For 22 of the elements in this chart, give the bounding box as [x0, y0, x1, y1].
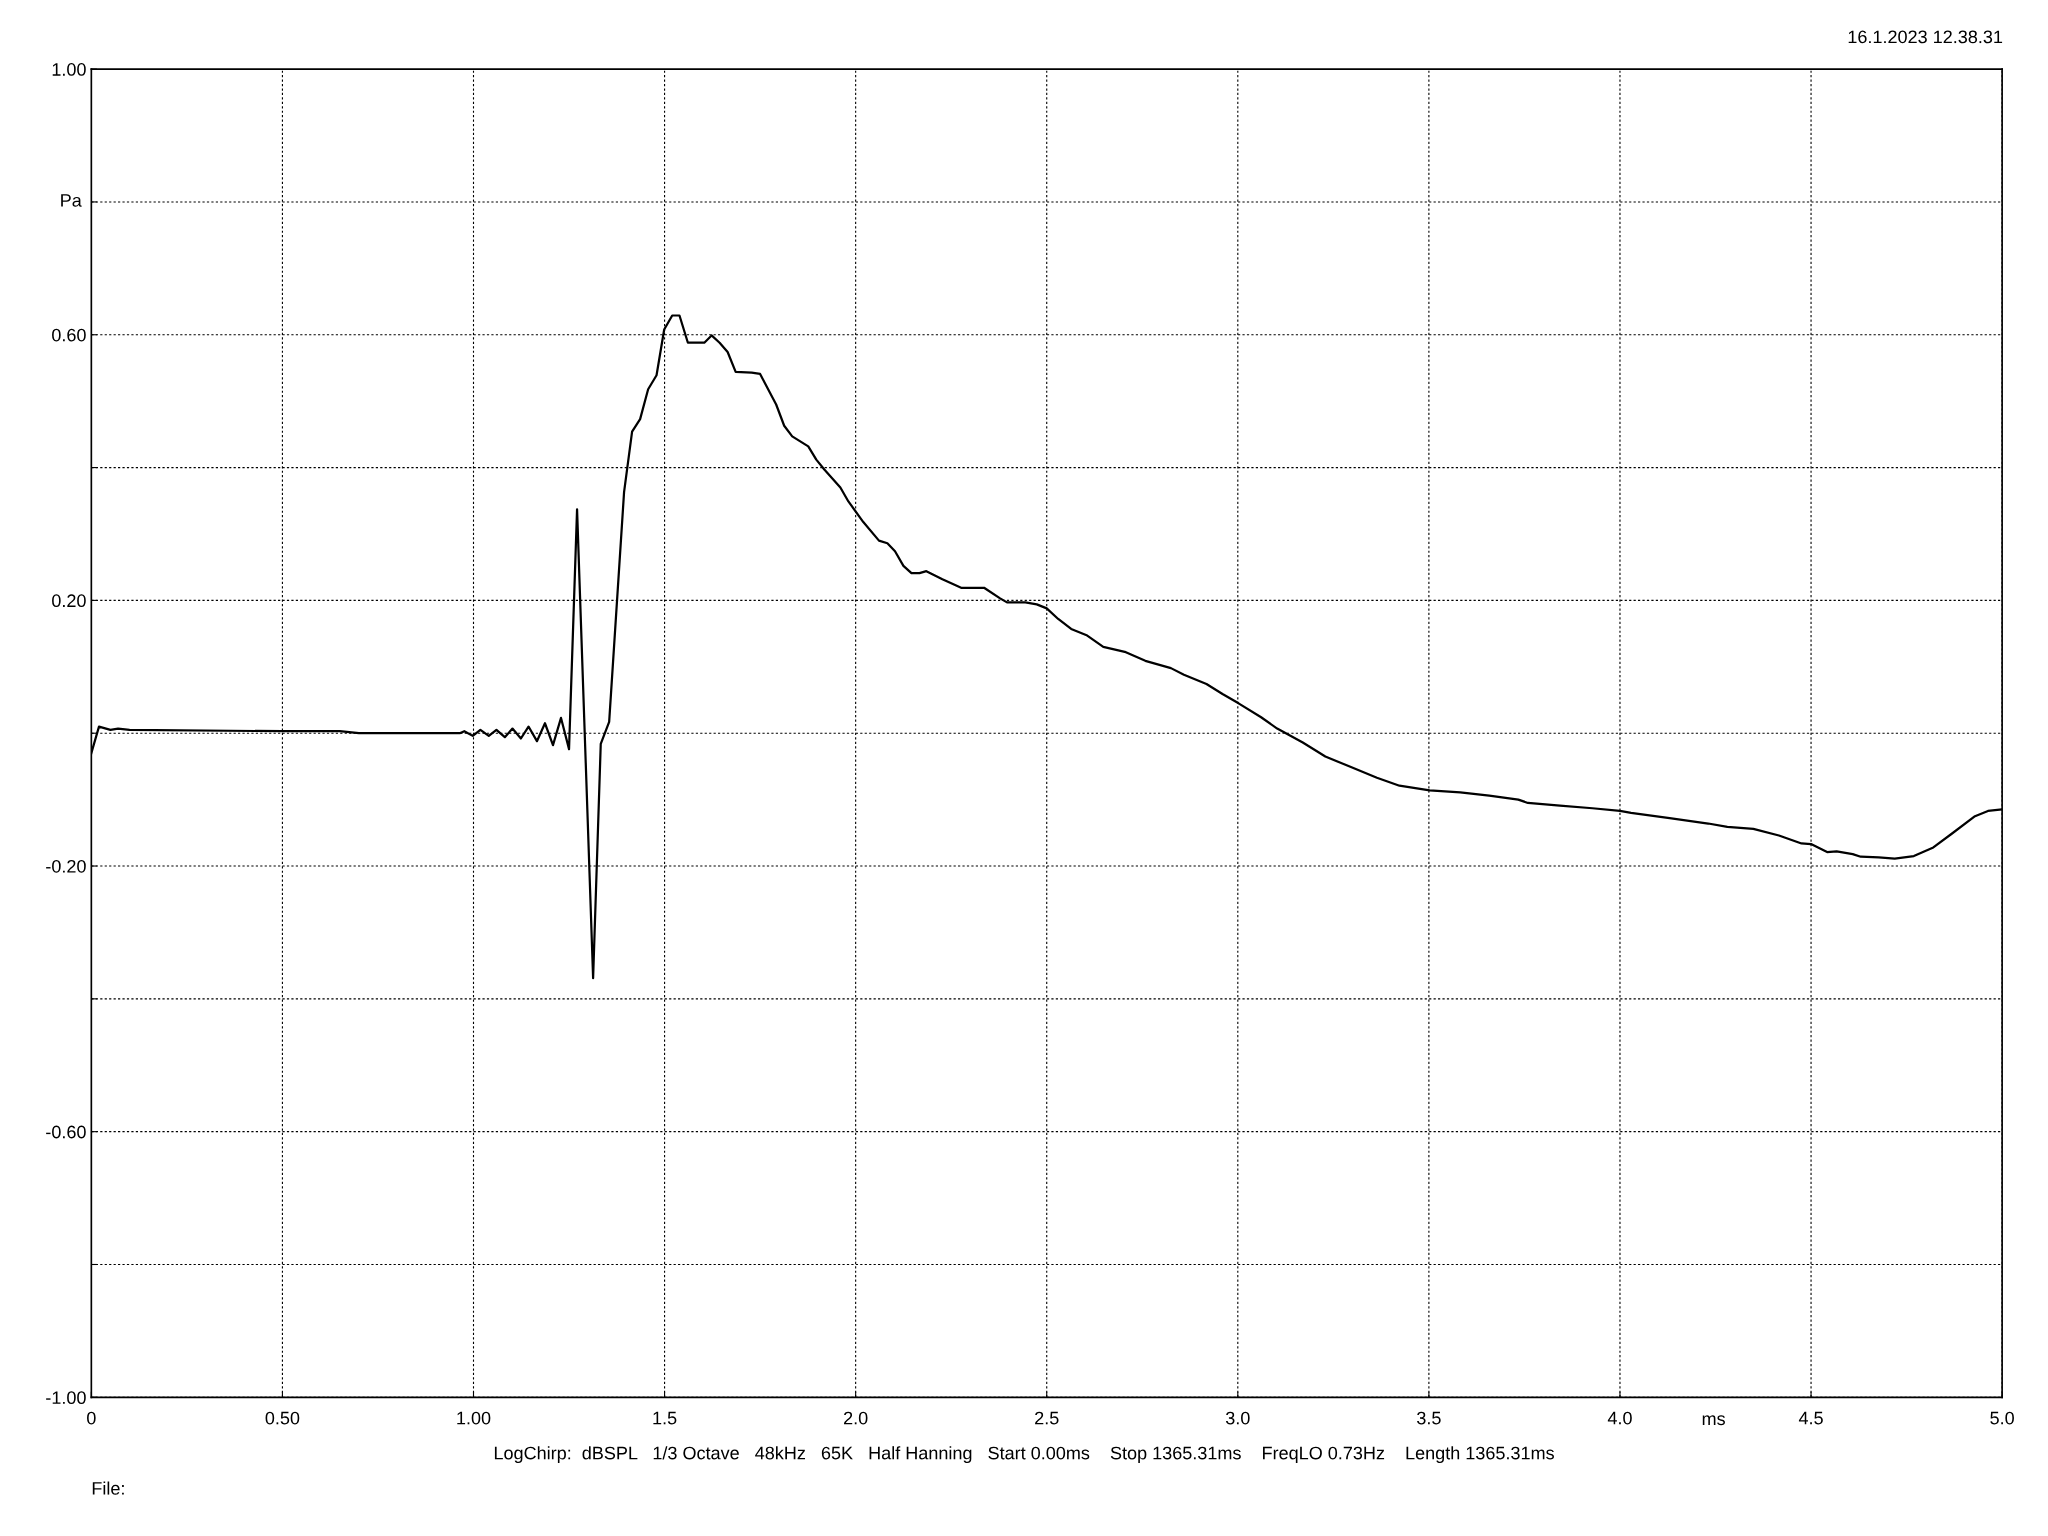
x-tick-label: 2.0	[844, 1411, 868, 1425]
x-tick-label: 5.0	[1990, 1411, 2014, 1425]
text: 16.1.2023 12.38.31	[1848, 30, 2003, 44]
y-tick-label: 1.00	[52, 63, 86, 76]
text: LogChirp: dBSPL 1/3 Octave 48kHz 65K Half Hanning Start 0.00ms Stop 1365.31ms FreqLO 0.73Hz Length 1365.31ms	[494, 1446, 1554, 1464]
y-tick-label: 0.60	[52, 328, 86, 342]
text: File:	[92, 1481, 124, 1495]
x-tick-label: 1.5	[653, 1411, 677, 1425]
x-tick-label: 3.5	[1417, 1411, 1441, 1425]
x-tick-label: 4.5	[1798, 1411, 1823, 1425]
y-tick-label: -0.60	[46, 1125, 86, 1139]
x-tick-label: 0	[87, 1411, 96, 1425]
x-axis-title: ms	[1702, 1415, 1725, 1426]
y-tick-label: -1.00	[46, 1391, 86, 1405]
x-tick-label: 1.00	[457, 1411, 491, 1425]
y-tick-label: 0.20	[52, 594, 86, 608]
y-axis-title: Pa	[61, 194, 82, 207]
x-tick-label: 0.50	[265, 1411, 300, 1425]
y-tick-label: -0.20	[46, 859, 86, 873]
x-tick-label: 3.0	[1225, 1411, 1250, 1425]
x-tick-label: 4.0	[1607, 1411, 1632, 1425]
x-tick-label: 2.5	[1035, 1411, 1059, 1425]
